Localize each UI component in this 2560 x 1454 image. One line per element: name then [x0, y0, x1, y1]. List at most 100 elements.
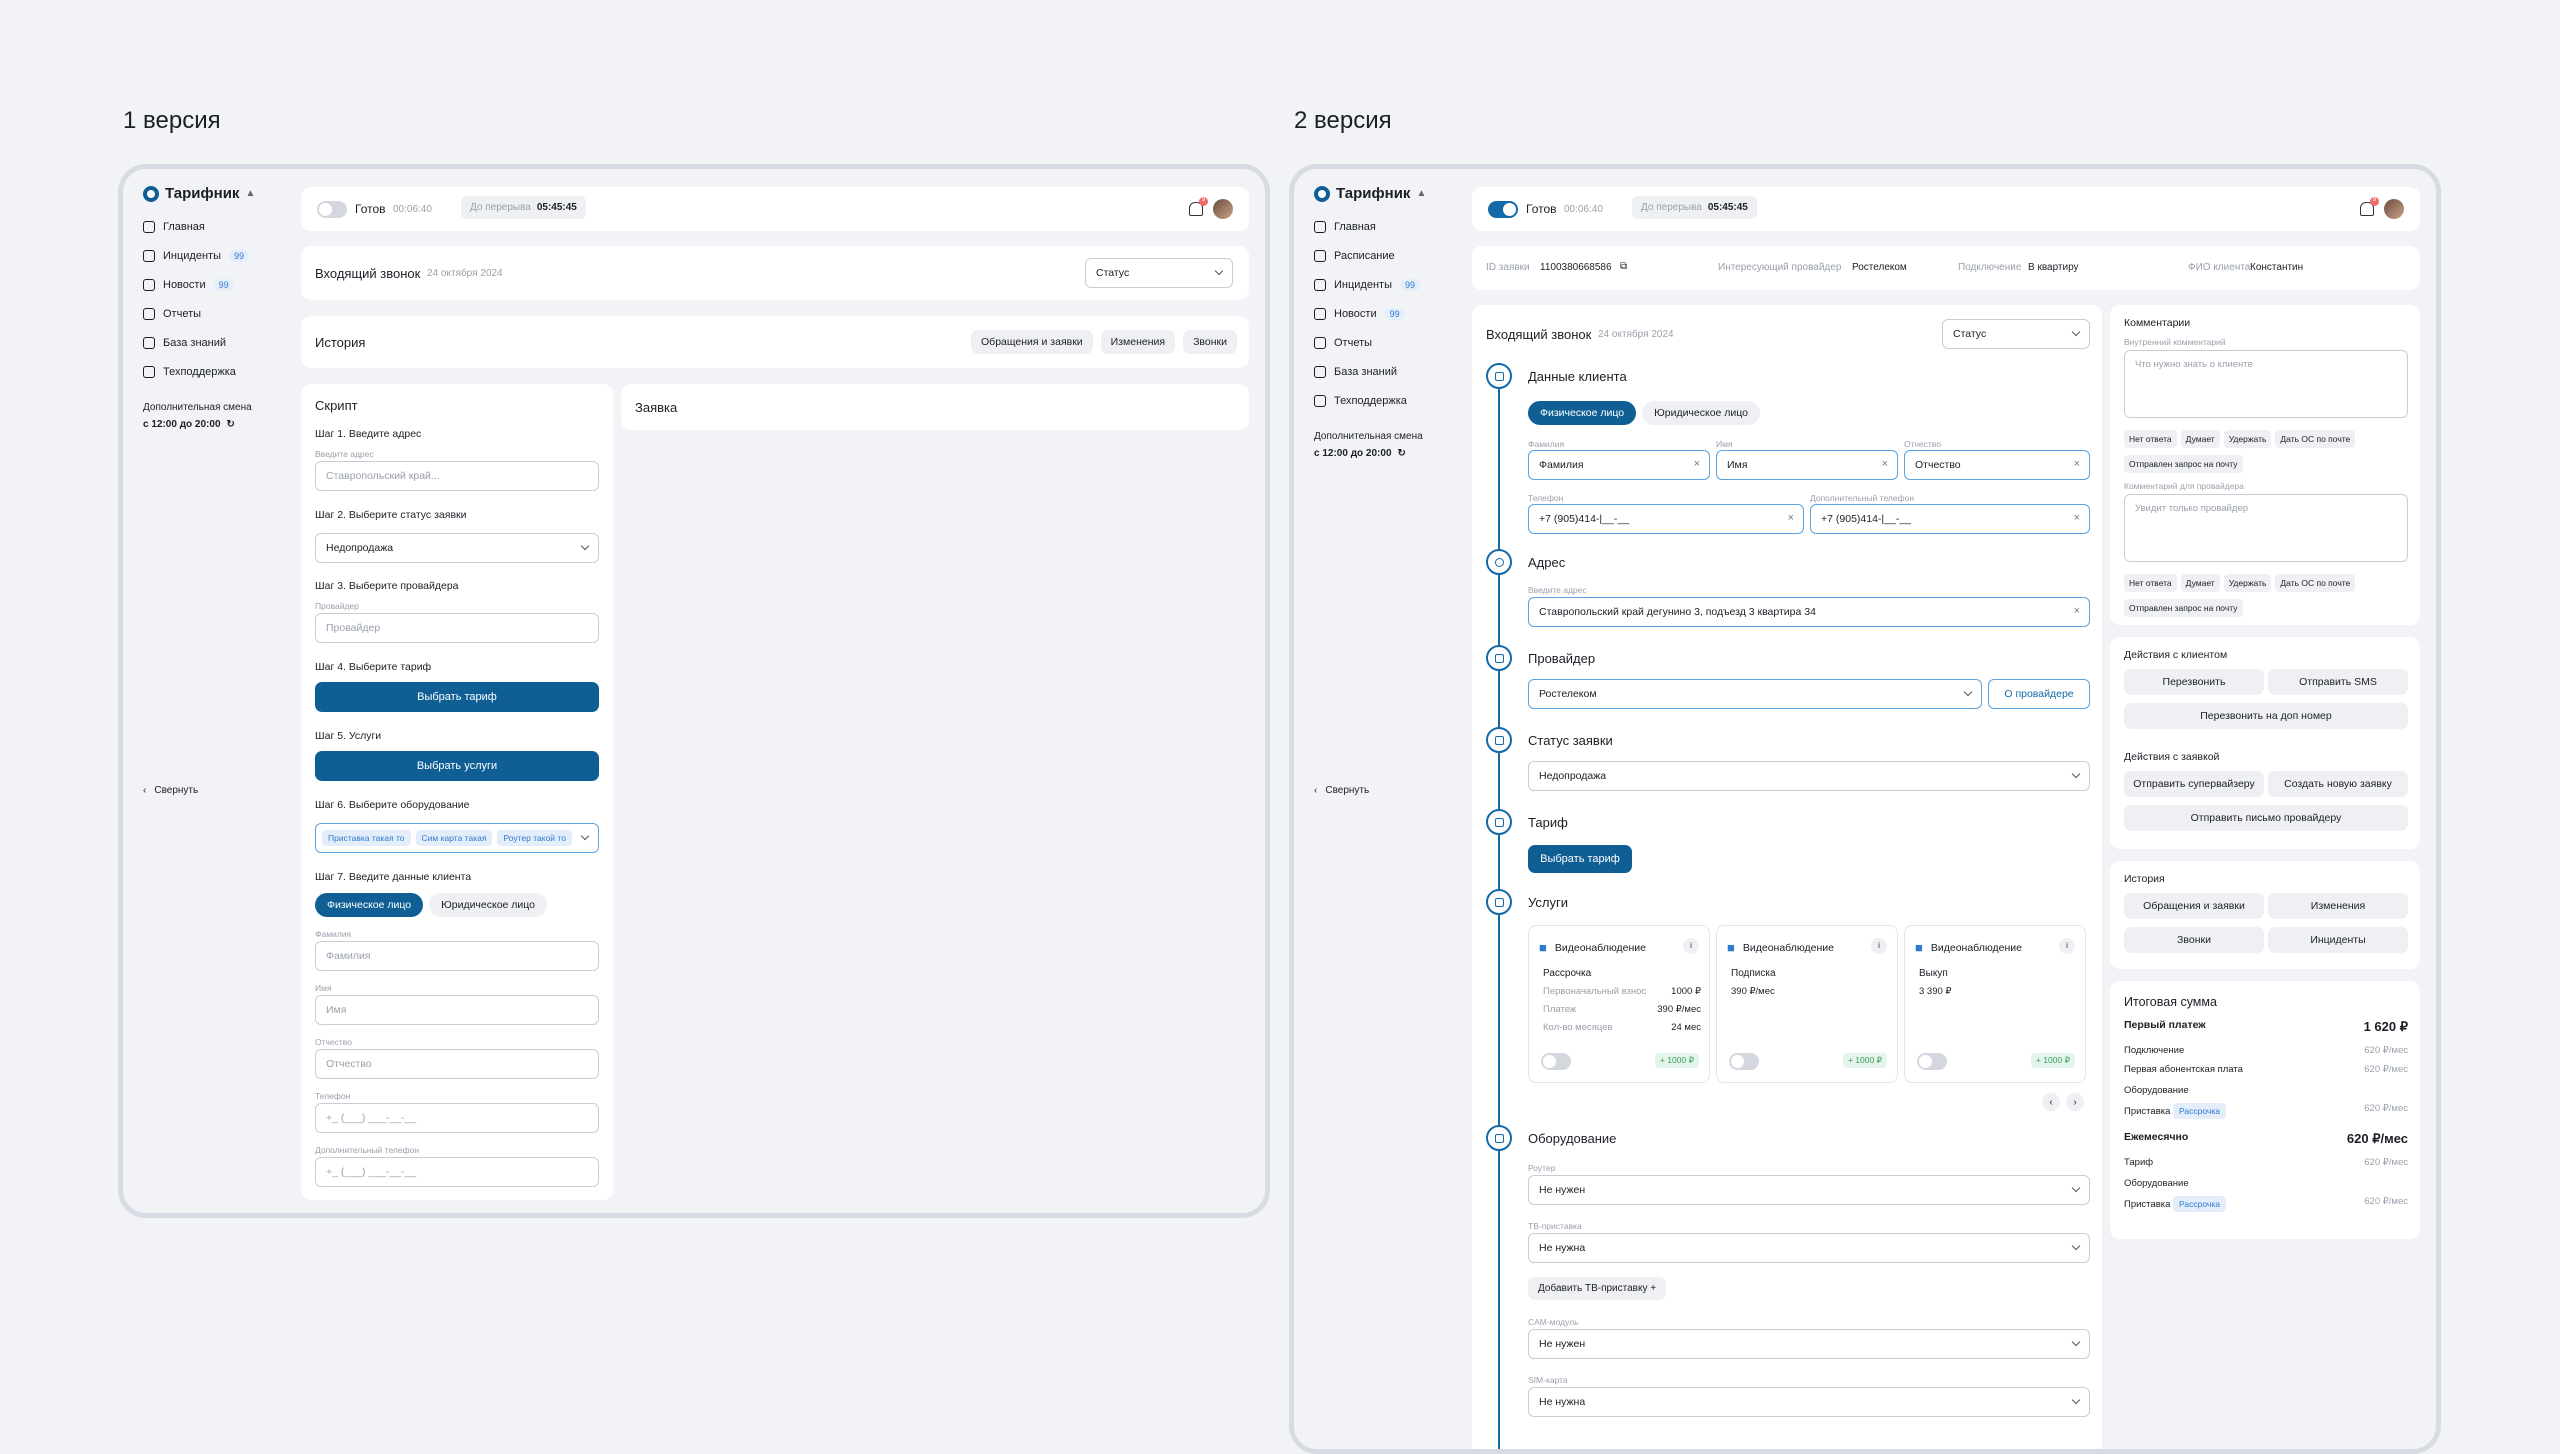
quick-tag[interactable]: Дать ОС по почте [2275, 574, 2356, 592]
info-icon[interactable]: i [1683, 938, 1699, 954]
status-select[interactable]: Статус [1085, 258, 1233, 288]
router-select[interactable]: Не нужен [1528, 1175, 2090, 1205]
sidebar-item-4[interactable]: База знаний [143, 328, 293, 357]
quick-tag[interactable]: Дать ОС по почте [2275, 430, 2356, 448]
history-requests-button[interactable]: Обращения и заявки [2124, 893, 2264, 919]
status-select[interactable]: Статус [1942, 319, 2090, 349]
equipment-chip[interactable]: Роутер такой то [497, 830, 572, 846]
quick-tag[interactable]: Думает [2180, 430, 2220, 448]
service-toggle[interactable] [1541, 1053, 1571, 1070]
service-card[interactable]: ■ Видеонаблюдение i Выкуп 3 390 ₽ + 1000 ₽ [1904, 925, 2086, 1083]
sidebar-item-0[interactable]: Главная [143, 212, 293, 241]
address-input[interactable]: Ставропольский край... [315, 461, 599, 491]
ready-toggle[interactable] [1488, 201, 1518, 218]
cam-module-select[interactable]: Не нужен [1528, 1329, 2090, 1359]
clear-icon[interactable]: × [2073, 458, 2080, 470]
client-field-input[interactable]: +_ (___) ___-__-__ [315, 1103, 599, 1133]
equipment-chip[interactable]: Приставка такая то [322, 830, 411, 846]
info-icon[interactable]: i [1871, 938, 1887, 954]
choose-services-button[interactable]: Выбрать услуги [315, 751, 599, 781]
send-sms-button[interactable]: Отправить SMS [2268, 669, 2408, 695]
quick-tag[interactable]: Нет ответа [2124, 430, 2177, 448]
next-arrow-icon[interactable]: › [2066, 1093, 2084, 1111]
client-field-input[interactable]: Фамилия [315, 941, 599, 971]
call-back-button[interactable]: Перезвонить [2124, 669, 2264, 695]
address-input[interactable]: Ставропольский край дегунино 3, подъезд … [1528, 597, 2090, 627]
avatar[interactable] [1213, 199, 1233, 219]
client-field-input[interactable]: Имя [315, 995, 599, 1025]
prev-arrow-icon[interactable]: ‹ [2042, 1093, 2060, 1111]
provider-select[interactable]: Ростелеком [1528, 679, 1982, 709]
sidebar-item-6[interactable]: Техподдержка [1314, 386, 1464, 415]
history-changes-button[interactable]: Изменения [2268, 893, 2408, 919]
tab-individual[interactable]: Физическое лицо [315, 893, 424, 917]
logo[interactable]: Тарифник ▲ [143, 185, 293, 202]
clear-icon[interactable]: × [1787, 512, 1794, 524]
copy-icon[interactable]: ⧉ [1620, 261, 1628, 272]
service-card[interactable]: ■ Видеонаблюдение i Подписка 390 ₽/мес + 1000… [1716, 925, 1898, 1083]
provider-input[interactable]: Провайдер [315, 613, 599, 643]
clear-icon[interactable]: × [2073, 605, 2080, 617]
quick-tag[interactable]: Нет ответа [2124, 574, 2177, 592]
tab-legal[interactable]: Юридическое лицо [429, 893, 548, 917]
sim-card-select[interactable]: Не нужна [1528, 1387, 2090, 1417]
equipment-select[interactable]: Приставка такая то Сим карта такая Роутер … [315, 823, 599, 853]
tab-individual[interactable]: Физическое лицо [1528, 401, 1637, 425]
provider-comment-input[interactable]: Увидит только провайдер [2124, 494, 2408, 562]
service-toggle[interactable] [1917, 1053, 1947, 1070]
phone2-input[interactable]: +7 (905)414-|__-__ × [1810, 504, 2090, 534]
phone-input[interactable]: +7 (905)414-|__-__ × [1528, 504, 1804, 534]
collapse-button[interactable]: ‹ Свернуть [1314, 785, 1370, 796]
clear-icon[interactable]: × [1881, 458, 1888, 470]
sidebar-item-0[interactable]: Главная [1314, 212, 1464, 241]
sidebar-item-5[interactable]: Техподдержка [143, 357, 293, 386]
quick-tag[interactable]: Думает [2180, 574, 2220, 592]
ready-toggle[interactable] [317, 201, 347, 218]
quick-tag[interactable]: Отправлен запрос на почту [2124, 599, 2243, 617]
logo[interactable]: Тарифник ▲ [1314, 185, 1464, 202]
surname-input[interactable]: Фамилия × [1528, 450, 1710, 480]
bell-icon[interactable]: 9 [1189, 197, 1208, 216]
name-input[interactable]: Имя × [1716, 450, 1898, 480]
refresh-icon[interactable]: ↻ [1397, 448, 1406, 459]
choose-tariff-button[interactable]: Выбрать тариф [315, 682, 599, 712]
info-icon[interactable]: i [2059, 938, 2075, 954]
client-field-input[interactable]: +_ (___) ___-__-__ [315, 1157, 599, 1187]
about-provider-button[interactable]: О провайдере [1988, 679, 2090, 709]
call-extra-number-button[interactable]: Перезвонить на доп номер [2124, 703, 2408, 729]
inner-comment-input[interactable]: Что нужно знать о клиенте [2124, 350, 2408, 418]
avatar[interactable] [2384, 199, 2404, 219]
clear-icon[interactable]: × [2073, 512, 2080, 524]
sidebar-item-5[interactable]: База знаний [1314, 357, 1464, 386]
quick-tag[interactable]: Отправлен запрос на почту [2124, 455, 2243, 473]
refresh-icon[interactable]: ↻ [226, 419, 235, 430]
history-incidents-button[interactable]: Инциденты [2268, 927, 2408, 953]
sidebar-item-3[interactable]: Новости 99 [1314, 299, 1464, 328]
order-status-select[interactable]: Недопродажа [315, 533, 599, 563]
history-calls-button[interactable]: Звонки [2124, 927, 2264, 953]
equipment-chip[interactable]: Сим карта такая [415, 830, 493, 846]
history-tab-1[interactable]: Изменения [1100, 330, 1176, 354]
history-tab-0[interactable]: Обращения и заявки [971, 330, 1093, 354]
quick-tag[interactable]: Удержать [2223, 574, 2272, 592]
tv-box-select[interactable]: Не нужна [1528, 1233, 2090, 1263]
collapse-button[interactable]: ‹ Свернуть [143, 785, 199, 796]
quick-tag[interactable]: Удержать [2223, 430, 2272, 448]
history-tab-2[interactable]: Звонки [1183, 330, 1237, 354]
client-field-input[interactable]: Отчество [315, 1049, 599, 1079]
email-provider-button[interactable]: Отправить письмо провайдеру [2124, 805, 2408, 831]
service-toggle[interactable] [1729, 1053, 1759, 1070]
choose-tariff-button[interactable]: Выбрать тариф [1528, 845, 1632, 873]
tab-legal[interactable]: Юридическое лицо [1642, 401, 1761, 425]
order-status-select[interactable]: Недопродажа [1528, 761, 2090, 791]
sidebar-item-1[interactable]: Инциденты 99 [143, 241, 293, 270]
sidebar-item-2[interactable]: Новости 99 [143, 270, 293, 299]
bell-icon[interactable]: 9 [2360, 197, 2379, 216]
sidebar-item-2[interactable]: Инциденты 99 [1314, 270, 1464, 299]
sidebar-item-3[interactable]: Отчеты [143, 299, 293, 328]
add-tv-box-button[interactable]: Добавить ТВ-приставку + [1528, 1277, 1667, 1300]
patronymic-input[interactable]: Отчество × [1904, 450, 2090, 480]
clear-icon[interactable]: × [1693, 458, 1700, 470]
sidebar-item-1[interactable]: Расписание [1314, 241, 1464, 270]
sidebar-item-4[interactable]: Отчеты [1314, 328, 1464, 357]
